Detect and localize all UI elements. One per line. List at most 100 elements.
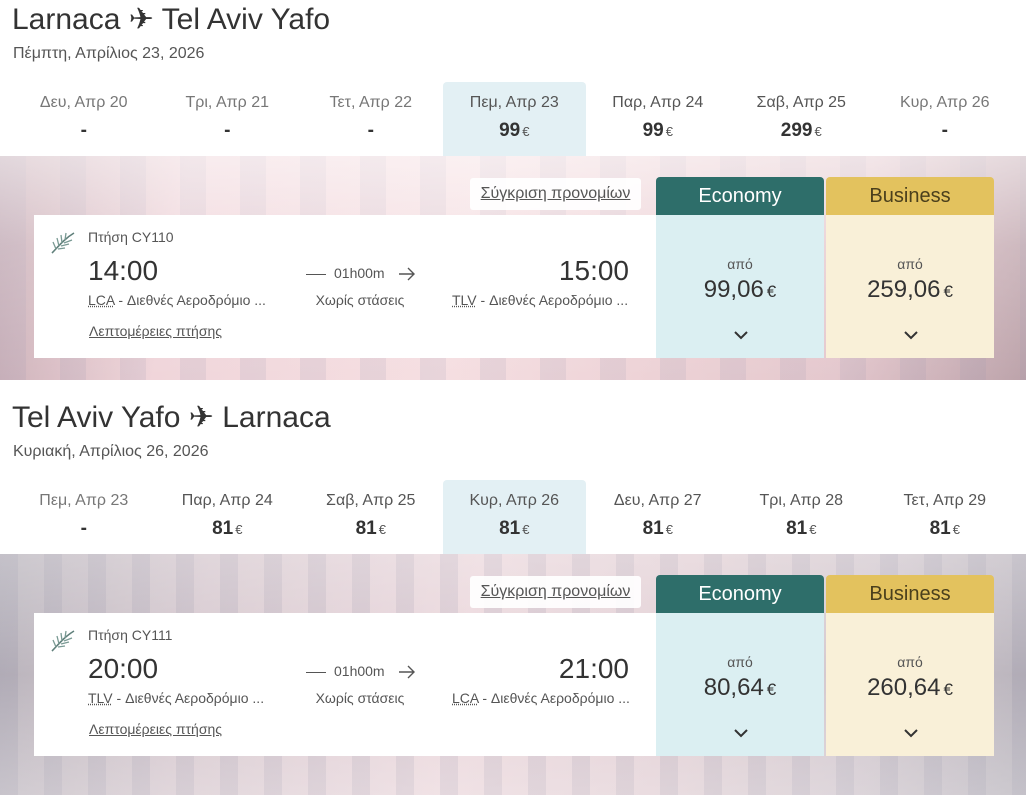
departure-airport-name: Διεθνές Αεροδρόμιο ... bbox=[125, 690, 265, 706]
arrival-airport-name: Διεθνές Αεροδρόμιο ... bbox=[489, 292, 629, 308]
date-option-label: Παρ, Απρ 24 bbox=[181, 492, 273, 509]
chevron-down-icon bbox=[904, 331, 918, 340]
currency-symbol: € bbox=[814, 124, 822, 139]
chevron-down-icon bbox=[734, 729, 748, 738]
airline-logo-icon bbox=[51, 232, 75, 254]
economy-header: Economy bbox=[656, 575, 824, 613]
date-option-price: 81 € bbox=[499, 518, 530, 539]
flight-results-band: Σύγκριση προνομίων Economy Business Πτήσ… bbox=[0, 554, 1026, 795]
date-option-label: Τρι, Απρ 28 bbox=[759, 492, 844, 509]
date-selector: Δευ, Απρ 20 - Τρι, Απρ 21 - Τετ, Απρ 22 … bbox=[12, 82, 1017, 156]
date-option-price: 81 € bbox=[642, 518, 673, 539]
economy-fare-button[interactable]: από 99,06 € bbox=[656, 215, 824, 358]
stops-info: Χωρίς στάσεις bbox=[315, 690, 405, 706]
date-option-price: 99 € bbox=[499, 120, 530, 141]
date-option-price: - bbox=[367, 120, 374, 141]
economy-fare-price: 80,64 € bbox=[703, 674, 777, 701]
departure-airport: LCA - Διεθνές Αεροδρόμιο ... bbox=[88, 292, 266, 308]
date-option-price: 81 € bbox=[212, 518, 243, 539]
date-option-label: Πεμ, Απρ 23 bbox=[39, 492, 129, 509]
stops-info: Χωρίς στάσεις bbox=[315, 292, 405, 308]
route-title: Tel Aviv Yafo ✈ Larnaca bbox=[12, 401, 331, 434]
date-option-price: 99 € bbox=[642, 120, 673, 141]
flight-number: Πτήση CY110 bbox=[88, 229, 174, 245]
compare-benefits-link[interactable]: Σύγκριση προνομίων bbox=[470, 576, 641, 608]
fare-from-label: από bbox=[897, 256, 923, 272]
route-date: Κυριακή, Απρίλιος 26, 2026 bbox=[13, 443, 209, 460]
arrow-right-icon bbox=[399, 267, 415, 281]
date-option[interactable]: Σαβ, Απρ 25 299 € bbox=[730, 82, 874, 156]
departure-time: 14:00 bbox=[88, 255, 159, 286]
arrival-airport-code: TLV bbox=[452, 292, 477, 308]
date-option[interactable]: Τετ, Απρ 22 - bbox=[299, 82, 443, 156]
flight-results-band: Σύγκριση προνομίων Economy Business Πτήσ… bbox=[0, 156, 1026, 380]
arrival-airport: TLV - Διεθνές Αεροδρόμιο ... bbox=[452, 292, 629, 308]
date-option[interactable]: Πεμ, Απρ 23 - bbox=[12, 480, 156, 554]
currency-symbol: € bbox=[809, 522, 817, 537]
departure-airport-code: LCA bbox=[88, 292, 115, 308]
date-option-label: Δευ, Απρ 27 bbox=[613, 492, 702, 509]
date-option-label: Κυρ, Απρ 26 bbox=[899, 94, 990, 111]
date-option[interactable]: Κυρ, Απρ 26 - bbox=[873, 82, 1017, 156]
date-option[interactable]: Τρι, Απρ 28 81 € bbox=[730, 480, 874, 554]
flight-number: Πτήση CY111 bbox=[88, 627, 173, 643]
route-title: Larnaca ✈ Tel Aviv Yafo bbox=[12, 3, 331, 36]
business-fare-price: 260,64 € bbox=[867, 674, 953, 701]
date-option-price: 81 € bbox=[786, 518, 817, 539]
date-option[interactable]: Παρ, Απρ 24 99 € bbox=[586, 82, 730, 156]
arrival-airport-name: Διεθνές Αεροδρόμιο ... bbox=[490, 690, 630, 706]
date-option[interactable]: Παρ, Απρ 24 81 € bbox=[156, 480, 300, 554]
date-selector: Πεμ, Απρ 23 - Παρ, Απρ 24 81 € Σαβ, Απρ 2… bbox=[12, 480, 1017, 554]
date-option-label: Κυρ, Απρ 26 bbox=[469, 492, 560, 509]
compare-benefits-link[interactable]: Σύγκριση προνομίων bbox=[470, 178, 641, 210]
economy-header: Economy bbox=[656, 177, 824, 215]
date-option-selected[interactable]: Πεμ, Απρ 23 99 € bbox=[442, 82, 586, 156]
business-fare-price: 259,06 € bbox=[867, 276, 953, 303]
date-option[interactable]: Δευ, Απρ 20 - bbox=[12, 82, 156, 156]
chevron-down-icon bbox=[734, 331, 748, 340]
date-option-price: - bbox=[941, 120, 948, 141]
currency-symbol: € bbox=[522, 124, 530, 139]
return-section: Tel Aviv Yafo ✈ Larnaca Κυριακή, Απρίλιο… bbox=[0, 398, 1026, 795]
date-option-selected[interactable]: Κυρ, Απρ 26 81 € bbox=[442, 480, 586, 554]
currency-symbol: € bbox=[665, 522, 673, 537]
date-option-label: Τετ, Απρ 29 bbox=[903, 492, 987, 509]
flight-card: Πτήση CY110 14:00 01h00m 15:00 LCA - Διε… bbox=[34, 215, 657, 358]
date-option-label: Παρ, Απρ 24 bbox=[612, 94, 704, 111]
date-option-label: Πεμ, Απρ 23 bbox=[469, 94, 559, 111]
currency-symbol: € bbox=[235, 522, 243, 537]
business-fare-button[interactable]: από 259,06 € bbox=[826, 215, 994, 358]
outbound-section: Larnaca ✈ Tel Aviv Yafo Πέμπτη, Απρίλιος… bbox=[0, 0, 1026, 380]
arrival-time: 21:00 bbox=[558, 653, 629, 684]
date-option-price: 81 € bbox=[929, 518, 960, 539]
business-fare-button[interactable]: από 260,64 € bbox=[826, 613, 994, 756]
currency-symbol: € bbox=[952, 522, 960, 537]
departure-airport-code: TLV bbox=[88, 690, 113, 706]
date-option[interactable]: Τετ, Απρ 29 81 € bbox=[873, 480, 1017, 554]
date-option-label: Τρι, Απρ 21 bbox=[185, 94, 270, 111]
duration-line bbox=[306, 274, 326, 275]
date-option-label: Σαβ, Απρ 25 bbox=[326, 492, 416, 509]
business-header: Business bbox=[826, 177, 994, 215]
flight-details-link[interactable]: Λεπτομέρειες πτήσης bbox=[89, 323, 223, 339]
date-option[interactable]: Τρι, Απρ 21 - bbox=[156, 82, 300, 156]
date-option-price: 81 € bbox=[355, 518, 386, 539]
economy-fare-price: 99,06 € bbox=[703, 276, 777, 303]
date-option-price: 299 € bbox=[780, 120, 822, 141]
chevron-down-icon bbox=[904, 729, 918, 738]
departure-airport: TLV - Διεθνές Αεροδρόμιο ... bbox=[88, 690, 265, 706]
currency-symbol: € bbox=[378, 522, 386, 537]
arrival-airport: LCA - Διεθνές Αεροδρόμιο ... bbox=[452, 690, 630, 706]
economy-fare-button[interactable]: από 80,64 € bbox=[656, 613, 824, 756]
date-option[interactable]: Σαβ, Απρ 25 81 € bbox=[299, 480, 443, 554]
flight-details-link[interactable]: Λεπτομέρειες πτήσης bbox=[89, 721, 223, 737]
date-option-label: Τετ, Απρ 22 bbox=[329, 94, 413, 111]
date-option[interactable]: Δευ, Απρ 27 81 € bbox=[586, 480, 730, 554]
date-option-label: Δευ, Απρ 20 bbox=[39, 94, 128, 111]
arrival-time: 15:00 bbox=[558, 255, 629, 286]
arrow-right-icon bbox=[399, 665, 415, 679]
duration-line bbox=[306, 672, 326, 673]
fare-from-label: από bbox=[897, 654, 923, 670]
flight-card: Πτήση CY111 20:00 01h00m 21:00 TLV - Διε… bbox=[34, 613, 657, 756]
date-option-price: - bbox=[224, 120, 231, 141]
